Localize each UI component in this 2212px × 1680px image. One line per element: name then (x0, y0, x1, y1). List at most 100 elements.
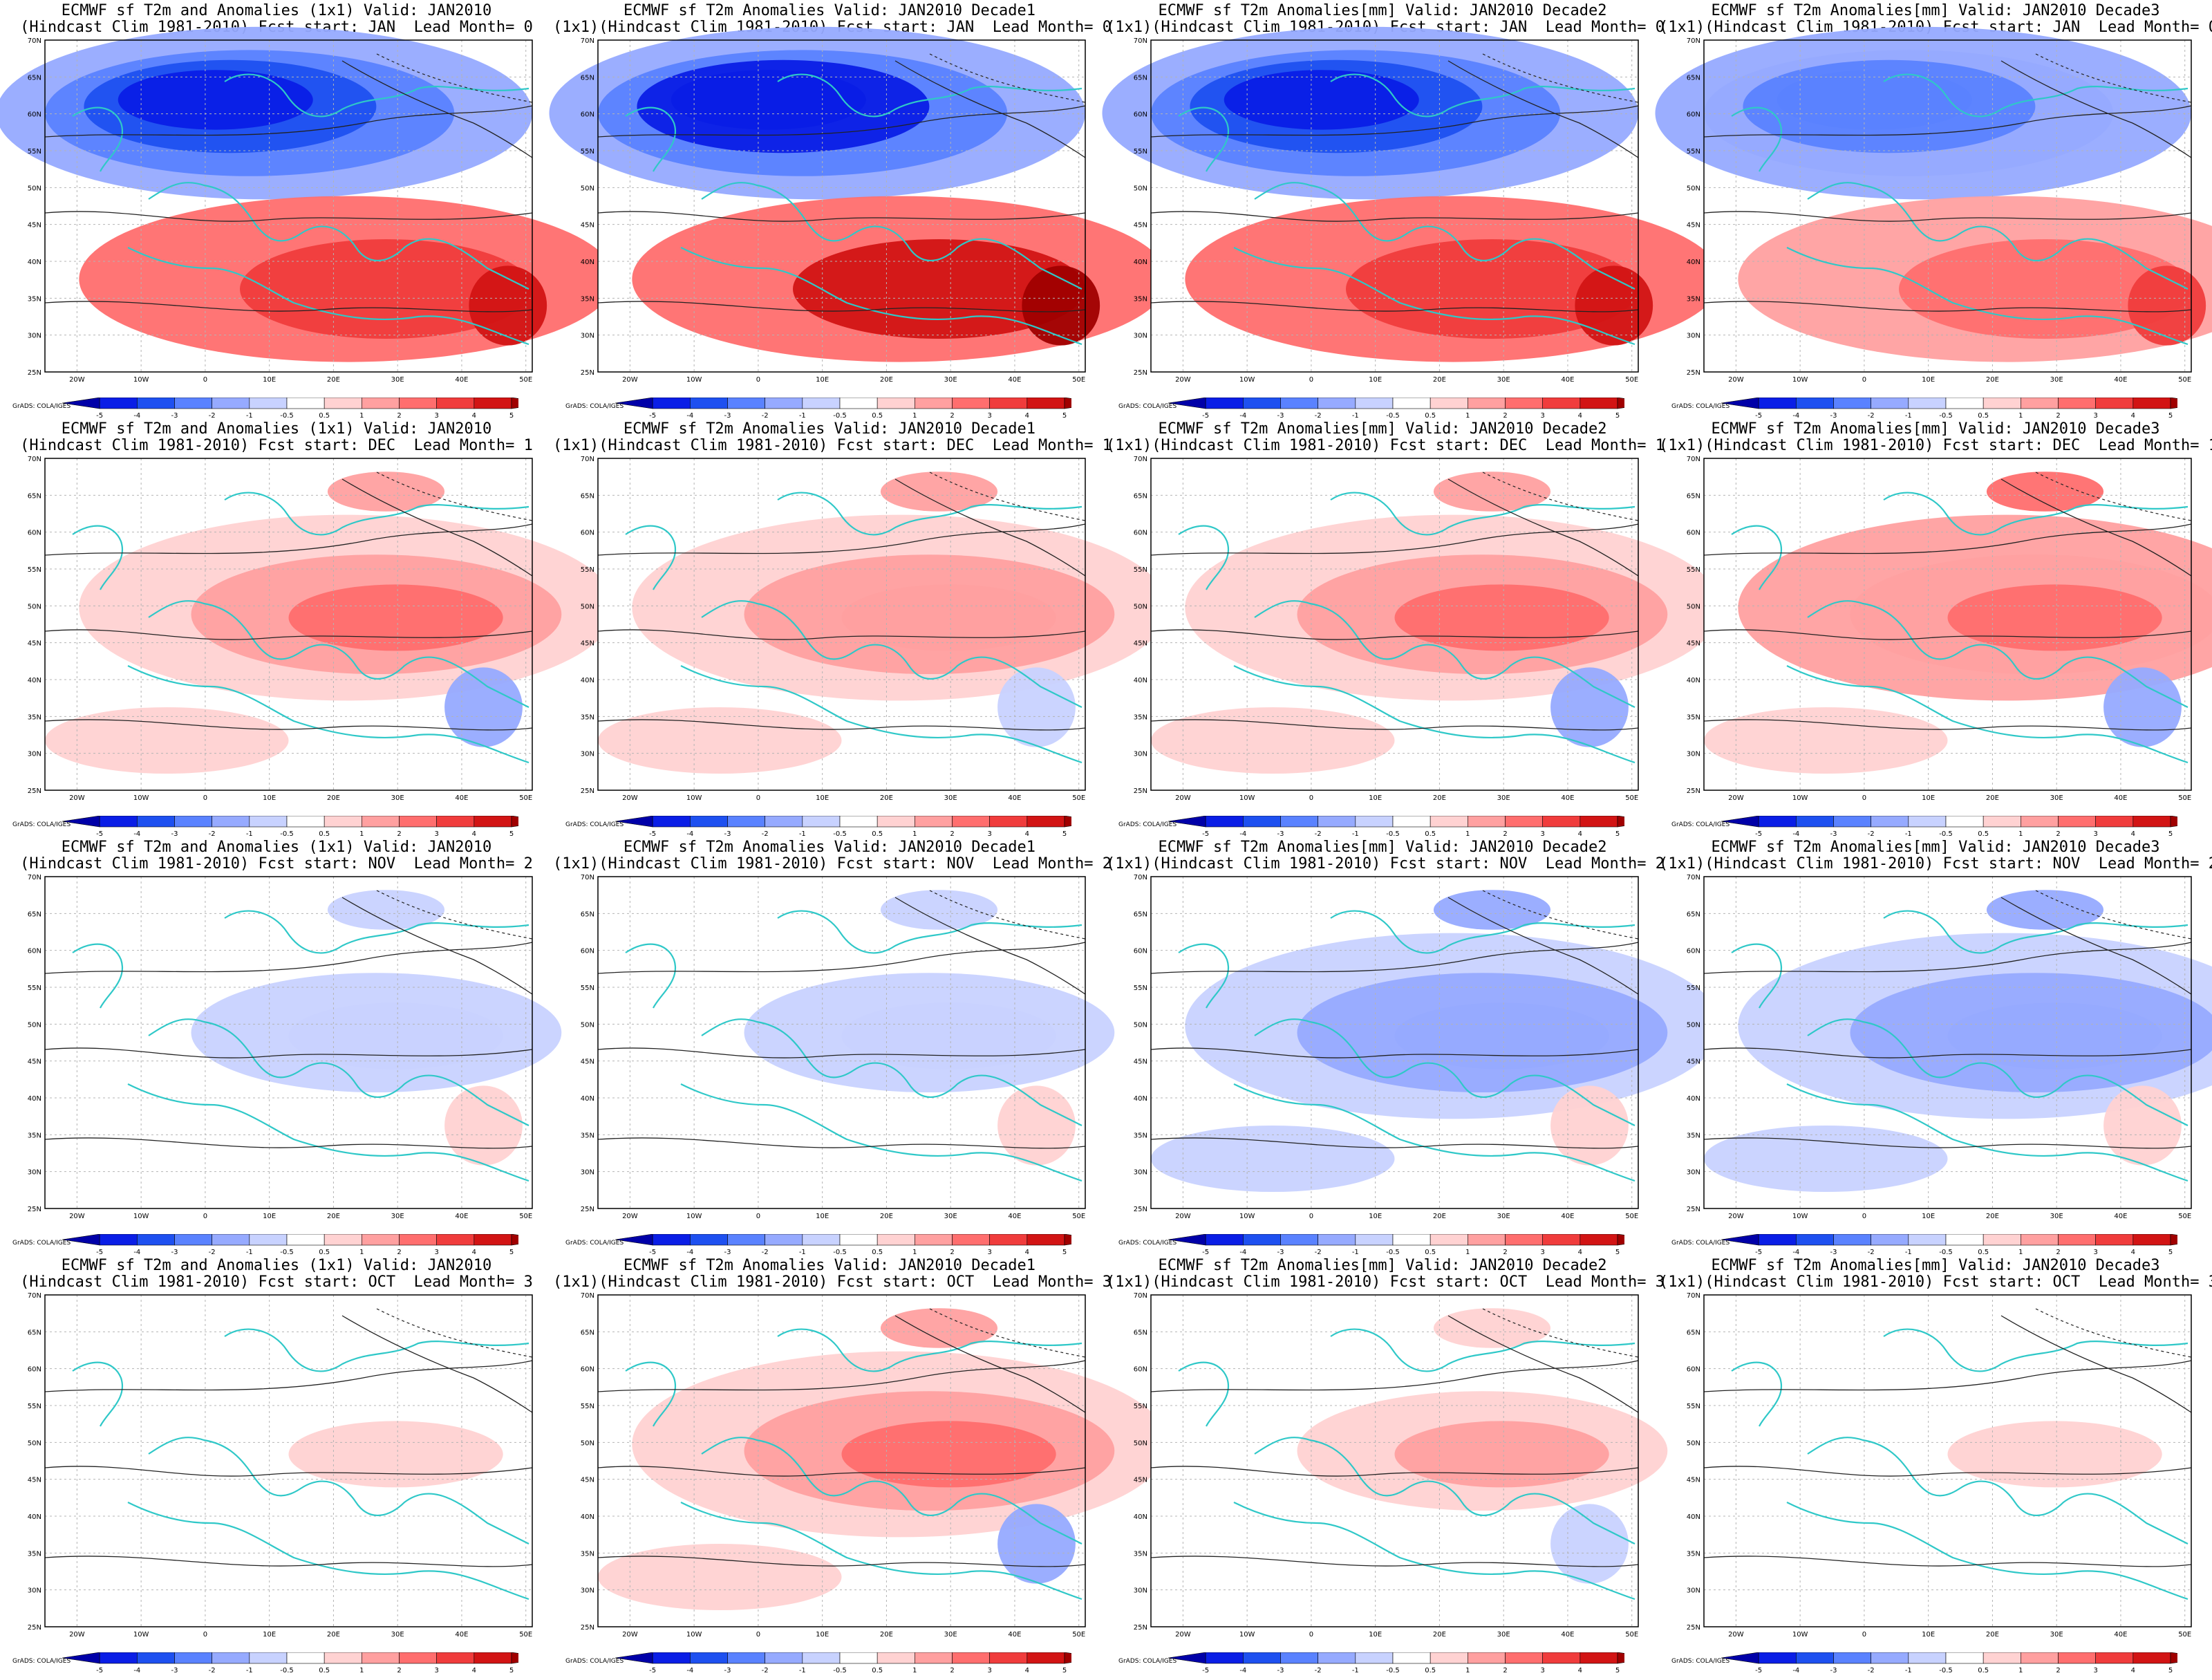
colorbar-tick-label: 4 (2131, 1667, 2135, 1674)
lat-label: 60N (1134, 530, 1147, 537)
lat-label: 55N (581, 148, 594, 156)
lat-label: 25N (28, 1624, 41, 1632)
lat-label: 30N (581, 333, 594, 340)
lon-label: 20E (327, 794, 340, 802)
lon-label: 40E (2114, 1213, 2127, 1220)
lon-label: 0 (1862, 1213, 1866, 1220)
lat-label: 40N (1134, 1095, 1147, 1103)
lon-label: 40E (455, 794, 468, 802)
map-panel-6: ECMWF sf T2m Anomalies Valid: JAN2010 De… (553, 418, 1106, 837)
lon-label: 10W (133, 1213, 149, 1220)
lat-label: 55N (28, 984, 41, 992)
panel-title-line2: (Hindcast Clim 1981-2010) Fcst start: OC… (0, 1274, 553, 1291)
lat-label: 25N (1687, 1624, 1700, 1632)
lon-label: 30E (944, 1213, 957, 1220)
panel-title-line1: ECMWF sf T2m Anomalies[mm] Valid: JAN201… (1659, 1258, 2212, 1274)
lon-label: 30E (391, 1631, 404, 1639)
panel-title-line2: (Hindcast Clim 1981-2010) Fcst start: NO… (0, 856, 553, 872)
lon-label: 40E (1561, 794, 1574, 802)
lat-label: 40N (1687, 1513, 1700, 1521)
colorbar-tick-label: -1 (1905, 1667, 1912, 1674)
colorbar-tick-label: 5 (1062, 1667, 1067, 1674)
lat-label: 30N (581, 1169, 594, 1177)
lon-label: 30E (391, 376, 404, 384)
colorbar-tick-label: -5 (649, 1667, 656, 1674)
lat-label: 50N (1134, 185, 1147, 192)
lon-label: 30E (944, 1631, 957, 1639)
colorbar-tick-label: 1 (359, 1667, 364, 1674)
lat-label: 25N (581, 1624, 594, 1632)
map-panel-13: ECMWF sf T2m and Anomalies (1x1) Valid: … (0, 1255, 553, 1673)
lon-label: 40E (1561, 376, 1574, 384)
panel-title-line1: ECMWF sf T2m Anomalies[mm] Valid: JAN201… (1659, 421, 2212, 438)
lat-label: 25N (1134, 369, 1147, 377)
colorbar-tick-label: 1 (1465, 1667, 1470, 1674)
lat-label: 35N (28, 1550, 41, 1558)
panel-title-line1: ECMWF sf T2m Anomalies[mm] Valid: JAN201… (1106, 839, 1659, 856)
colorbar-tick-label: -5 (96, 1667, 103, 1674)
lat-label: 45N (1687, 1477, 1700, 1484)
lon-label: 20E (327, 1213, 340, 1220)
panel-title-line1: ECMWF sf T2m and Anomalies (1x1) Valid: … (0, 839, 553, 856)
lon-label: 30E (1497, 1213, 1510, 1220)
lon-label: 0 (1309, 1213, 1313, 1220)
lat-label: 50N (1687, 1021, 1700, 1029)
lat-label: 50N (1687, 603, 1700, 610)
lat-label: 60N (581, 1366, 594, 1374)
lon-label: 20W (622, 376, 638, 384)
lon-label: 10E (816, 1213, 829, 1220)
lat-label: 35N (28, 1132, 41, 1139)
lon-label: 10W (686, 1631, 702, 1639)
lon-label: 10E (263, 376, 276, 384)
lat-label: 70N (1134, 456, 1147, 463)
lat-label: 60N (28, 948, 41, 955)
lon-label: 10E (816, 1631, 829, 1639)
lat-label: 65N (1134, 74, 1147, 82)
lat-label: 50N (28, 1439, 41, 1447)
panel-title-line2: (1x1)(Hindcast Clim 1981-2010) Fcst star… (553, 438, 1106, 454)
lon-label: 20E (1986, 376, 1999, 384)
lat-label: 50N (28, 1021, 41, 1029)
lat-label: 45N (1134, 222, 1147, 230)
lat-label: 50N (581, 1021, 594, 1029)
panel-title-line2: (1x1)(Hindcast Clim 1981-2010) Fcst star… (1659, 856, 2212, 872)
lat-label: 25N (28, 787, 41, 795)
lat-label: 55N (581, 984, 594, 992)
lon-label: 20W (1175, 376, 1191, 384)
lat-label: 65N (581, 911, 594, 918)
lat-label: 65N (28, 1329, 41, 1336)
lon-label: 0 (1862, 1631, 1866, 1639)
panel-title-line2: (1x1)(Hindcast Clim 1981-2010) Fcst star… (553, 1274, 1106, 1291)
colorbar-tick-label: 0.5 (1978, 1667, 1989, 1674)
lon-label: 30E (391, 794, 404, 802)
lon-label: 0 (1862, 794, 1866, 802)
lat-label: 25N (1134, 787, 1147, 795)
lon-label: 40E (1008, 794, 1021, 802)
lat-label: 70N (581, 456, 594, 463)
lon-label: 10E (816, 376, 829, 384)
lat-label: 30N (1687, 1169, 1700, 1177)
lat-label: 30N (1687, 333, 1700, 340)
lon-label: 20W (622, 1631, 638, 1639)
lat-label: 25N (28, 369, 41, 377)
colorbar-tick-label: 3 (434, 1667, 438, 1674)
lon-label: 10E (1922, 794, 1935, 802)
colorbar-tick-label: 1 (2018, 1667, 2023, 1674)
grads-credit: GrADS: COLA/IGES (12, 403, 71, 410)
grads-credit: GrADS: COLA/IGES (1118, 821, 1177, 828)
lat-label: 30N (1687, 751, 1700, 758)
colorbar-tick-label: -4 (1239, 1667, 1246, 1674)
lon-label: 50E (2178, 1631, 2191, 1639)
lat-label: 35N (28, 713, 41, 721)
map-panel-12: ECMWF sf T2m Anomalies[mm] Valid: JAN201… (1659, 837, 2212, 1255)
lon-label: 20E (1986, 1631, 1999, 1639)
lat-label: 60N (28, 530, 41, 537)
lat-label: 50N (581, 1439, 594, 1447)
